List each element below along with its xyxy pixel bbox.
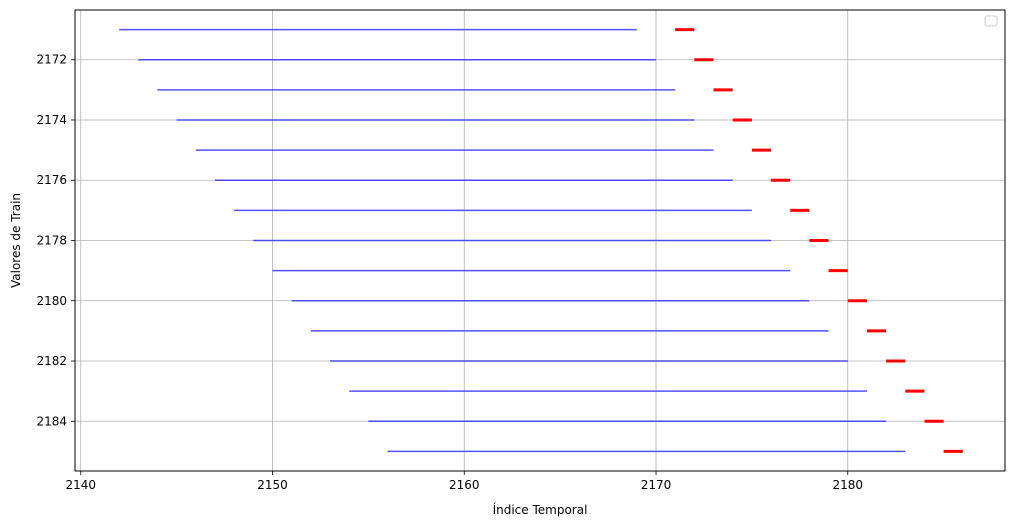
y-tick-label: 2176 [36,173,67,187]
y-tick-label: 2182 [36,354,67,368]
axis-ticks: 2140 2150 2160 2170 2180 2172 2174 2176 2178 2180… [36,53,863,492]
legend-box [984,15,998,27]
y-tick-label: 2172 [36,53,67,67]
x-tick-label: 2150 [257,478,288,492]
y-tick-label: 2184 [36,414,67,428]
x-tick-label: 2180 [832,478,863,492]
x-tick-label: 2160 [449,478,480,492]
y-tick-label: 2174 [36,113,67,127]
x-axis-label: Índice Temporal [493,502,588,517]
y-tick-label: 2178 [36,234,67,248]
plot-marks [119,28,963,453]
y-tick-label: 2180 [36,294,67,308]
y-axis-label: Valores de Train [9,193,23,288]
x-tick-label: 2170 [641,478,672,492]
x-tick-label: 2140 [65,478,96,492]
